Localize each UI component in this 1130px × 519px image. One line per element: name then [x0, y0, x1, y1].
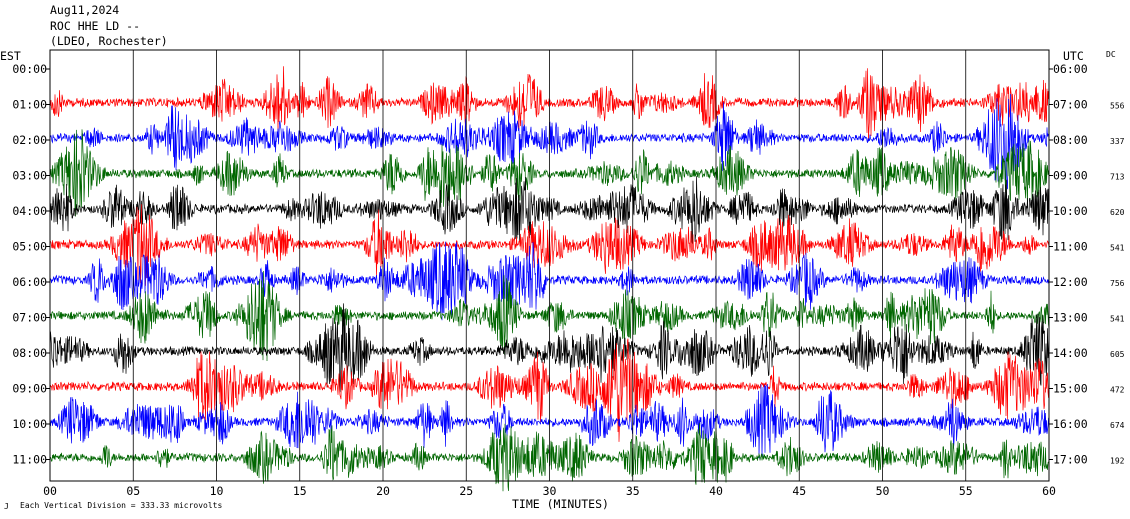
x-tick-label: 15 — [293, 484, 307, 498]
dc-value: 541 — [1110, 244, 1125, 253]
x-tick-label: 45 — [792, 484, 806, 498]
dc-value: 472 — [1110, 386, 1125, 395]
x-tick-label: 10 — [210, 484, 224, 498]
utc-label: 07:00 — [1053, 98, 1088, 112]
utc-label: 11:00 — [1053, 240, 1088, 254]
est-label: 05:00 — [12, 240, 47, 254]
x-tick-label: 40 — [709, 484, 723, 498]
x-tick-label: 30 — [543, 484, 557, 498]
dc-value: 556 — [1110, 102, 1125, 111]
est-label: 03:00 — [12, 169, 47, 183]
x-tick-label: 50 — [876, 484, 890, 498]
x-tick-label: 00 — [43, 484, 57, 498]
est-label: 08:00 — [12, 346, 47, 360]
utc-label: 09:00 — [1053, 169, 1088, 183]
est-axis-title: EST — [0, 49, 21, 63]
x-tick-label: 35 — [626, 484, 640, 498]
est-label: 02:00 — [12, 133, 47, 147]
header-network: (LDEO, Rochester) — [50, 34, 168, 48]
utc-label: 15:00 — [1053, 382, 1088, 396]
scale-note: Each Vertical Division = 333.33 microvol… — [20, 501, 222, 510]
est-label: 07:00 — [12, 311, 47, 325]
utc-label: 13:00 — [1053, 311, 1088, 325]
utc-label: 06:00 — [1053, 62, 1088, 76]
utc-label: 08:00 — [1053, 133, 1088, 147]
utc-label: 14:00 — [1053, 346, 1088, 360]
x-axis-label: TIME (MINUTES) — [512, 497, 609, 511]
utc-label: 12:00 — [1053, 275, 1088, 289]
dc-axis-title: DC — [1106, 50, 1116, 59]
est-label: 04:00 — [12, 204, 47, 218]
est-label: 09:00 — [12, 382, 47, 396]
est-label: 00:00 — [12, 62, 47, 76]
x-tick-label: 60 — [1042, 484, 1056, 498]
dc-value: 337 — [1110, 137, 1125, 146]
utc-label: 17:00 — [1053, 453, 1088, 467]
dc-value: 620 — [1110, 208, 1125, 217]
grid-layer — [46, 49, 1053, 482]
dc-value: 756 — [1110, 279, 1125, 288]
dc-value: 674 — [1110, 421, 1125, 430]
label-layer: 00 05 10 15 20 25 30 35 40 45 50 55 60 00:00 06:00 01:0… — [12, 62, 1124, 498]
x-tick-label: 55 — [959, 484, 973, 498]
est-label: 06:00 — [12, 275, 47, 289]
footer-marker: J — [4, 502, 9, 511]
x-tick-label: 20 — [376, 484, 390, 498]
header-station: ROC HHE LD -- — [50, 19, 141, 33]
header-date: Aug11,2024 — [50, 3, 120, 17]
est-label: 10:00 — [12, 417, 47, 431]
utc-axis-title: UTC — [1063, 49, 1084, 63]
dc-value: 713 — [1110, 173, 1125, 182]
x-tick-label: 05 — [126, 484, 140, 498]
utc-label: 16:00 — [1053, 417, 1088, 431]
est-label: 11:00 — [12, 453, 47, 467]
est-label: 01:00 — [12, 98, 47, 112]
dc-value: 192 — [1110, 457, 1125, 466]
dc-value: 605 — [1110, 350, 1125, 359]
dc-value: 541 — [1110, 315, 1125, 324]
x-tick-label: 25 — [459, 484, 473, 498]
utc-label: 10:00 — [1053, 204, 1088, 218]
